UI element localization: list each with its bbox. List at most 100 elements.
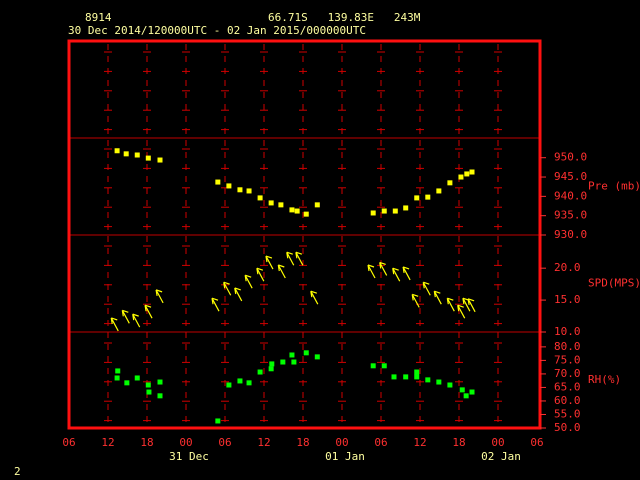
data-point <box>134 375 140 381</box>
wind-arrow <box>392 267 401 282</box>
data-point <box>381 363 387 369</box>
y-tick-label: 70.0 <box>554 367 581 380</box>
data-point <box>124 380 130 386</box>
data-point <box>246 380 252 386</box>
data-point <box>314 354 320 360</box>
data-point <box>226 183 232 189</box>
day-label: 02 Jan <box>481 450 521 463</box>
data-point <box>215 179 221 185</box>
data-point <box>115 368 121 374</box>
data-point <box>459 387 465 393</box>
wind-arrow <box>379 261 388 276</box>
data-point <box>403 374 409 380</box>
x-tick-label: 12 <box>101 436 114 449</box>
data-point <box>425 377 431 383</box>
data-point <box>269 361 275 367</box>
wind-arrow <box>234 287 243 302</box>
data-point <box>157 393 163 399</box>
wind-arrow <box>422 281 431 296</box>
data-point <box>226 382 232 388</box>
data-point <box>215 418 221 424</box>
wind-arrow <box>446 297 455 312</box>
data-point <box>436 188 442 194</box>
wind-arrow <box>402 266 411 281</box>
y-tick-label: 80.0 <box>554 340 581 353</box>
x-tick-label: 12 <box>257 436 270 449</box>
data-point <box>268 200 274 206</box>
day-label: 01 Jan <box>325 450 365 463</box>
x-tick-label: 00 <box>179 436 192 449</box>
x-tick-label: 18 <box>140 436 153 449</box>
wind-arrow <box>411 293 420 308</box>
station-id: 8914 <box>85 11 112 24</box>
data-point <box>370 363 376 369</box>
y-tick-label: 50.0 <box>554 421 581 434</box>
data-point <box>314 202 320 208</box>
data-point <box>145 382 151 388</box>
x-tick-label: 06 <box>62 436 75 449</box>
period: 30 Dec 2014/120000UTC - 02 Jan 2015/0000… <box>68 24 366 37</box>
data-point <box>464 171 470 177</box>
day-label: 31 Dec <box>169 450 209 463</box>
data-point <box>146 389 152 395</box>
data-point <box>280 359 286 365</box>
data-point <box>134 152 140 158</box>
data-point <box>237 187 243 193</box>
data-point <box>414 369 420 375</box>
wind-arrow <box>433 290 442 305</box>
data-point <box>425 194 431 200</box>
data-point <box>123 151 129 157</box>
data-point <box>414 195 420 201</box>
y-tick-label: 55.0 <box>554 407 581 420</box>
data-point <box>469 169 475 175</box>
x-tick-label: 18 <box>296 436 309 449</box>
y-tick-label: 20.0 <box>554 261 581 274</box>
wind-arrow <box>286 251 295 266</box>
data-point <box>447 382 453 388</box>
wind-arrow <box>244 274 253 289</box>
y-tick-label: 15.0 <box>554 293 581 306</box>
y-tick-label: 935.0 <box>554 209 587 222</box>
y-tick-label: 950.0 <box>554 151 587 164</box>
x-tick-label: 18 <box>452 436 465 449</box>
wind-arrow <box>121 309 130 324</box>
data-point <box>289 352 295 358</box>
wind-arrow <box>132 313 141 328</box>
data-point <box>294 208 300 214</box>
data-point <box>246 188 252 194</box>
y-tick-label: 60.0 <box>554 394 581 407</box>
y-axis-label: RH(%) <box>588 373 621 386</box>
data-point <box>392 208 398 214</box>
wind-arrow <box>367 264 376 279</box>
data-point <box>257 369 263 375</box>
data-point <box>447 180 453 186</box>
wind-arrow <box>144 304 153 319</box>
y-tick-label: 75.0 <box>554 353 581 366</box>
data-point <box>381 208 387 214</box>
y-tick-label: 930.0 <box>554 228 587 241</box>
data-point <box>145 155 151 161</box>
data-point <box>463 393 469 399</box>
wind-arrow <box>295 251 304 266</box>
data-point <box>303 350 309 356</box>
x-tick-label: 06 <box>530 436 543 449</box>
wind-arrow <box>277 264 286 279</box>
data-point <box>303 211 309 217</box>
page-number: 2 <box>14 465 21 478</box>
data-point <box>257 195 263 201</box>
y-tick-label: 65.0 <box>554 380 581 393</box>
data-point <box>458 174 464 180</box>
data-point <box>157 379 163 385</box>
y-axis-label: Pre (mb) <box>588 180 640 193</box>
wind-arrow <box>310 290 319 305</box>
wind-arrow <box>467 298 476 313</box>
wind-arrow <box>265 255 274 270</box>
data-point <box>114 148 120 154</box>
data-point <box>157 157 163 163</box>
station-location: 66.71S 139.83E 243M <box>268 11 421 24</box>
x-tick-label: 12 <box>413 436 426 449</box>
data-point <box>391 374 397 380</box>
x-tick-label: 00 <box>335 436 348 449</box>
